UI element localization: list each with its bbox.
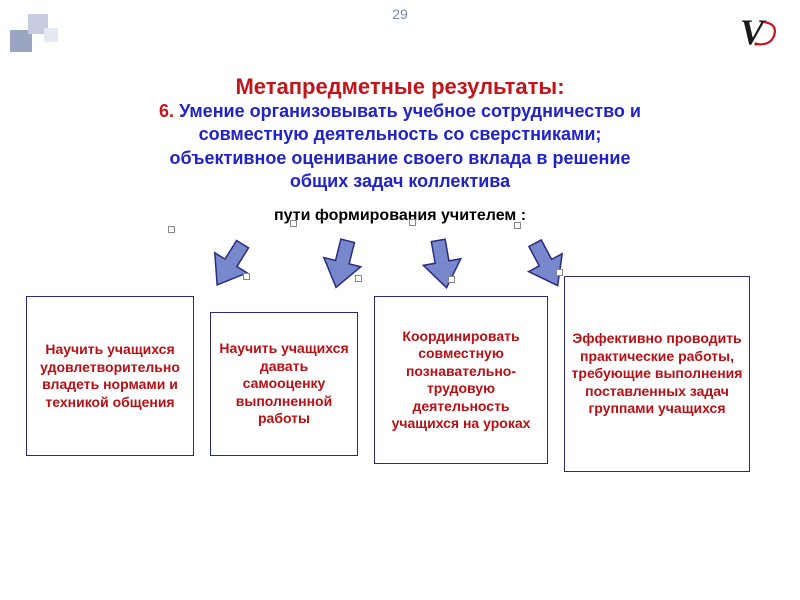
sub-line: совместную деятельность со сверстниками; <box>199 124 602 144</box>
sub-line: Умение организовывать учебное сотрудниче… <box>179 101 641 121</box>
logo: V <box>734 10 782 62</box>
concept-box: Координировать совместную познавательно-… <box>374 296 548 464</box>
title-subtitle: 6. Умение организовывать учебное сотрудн… <box>0 100 800 194</box>
concept-box: Научить учащихся давать самооценку выпол… <box>210 312 358 456</box>
selection-handle <box>168 226 175 233</box>
selection-handle <box>448 276 455 283</box>
selection-handle <box>409 219 416 226</box>
selection-handle <box>355 275 362 282</box>
svg-text:V: V <box>740 12 767 52</box>
sub-line: общих задач коллектива <box>290 171 510 191</box>
title-main: Метапредметные результаты: <box>0 74 800 100</box>
arrow-icon <box>193 230 263 304</box>
title-number: 6. <box>159 101 174 121</box>
sub-line: объективное оценивание своего вклада в р… <box>170 148 631 168</box>
title-block: Метапредметные результаты: 6. Умение орг… <box>0 74 800 194</box>
arrow-icon <box>312 233 371 301</box>
deco-square <box>44 28 58 42</box>
concept-box: Научить учащихся удовлетворительно владе… <box>26 296 194 456</box>
concept-box: Эффективно проводить практические работы… <box>564 276 750 472</box>
selection-handle <box>290 220 297 227</box>
page-number: 29 <box>0 6 800 22</box>
selection-handle <box>243 273 250 280</box>
selection-handle <box>514 222 521 229</box>
selection-handle <box>556 269 563 276</box>
arrow-icon <box>415 234 471 300</box>
slide: 29 V Метапредметные результаты: 6. Умени… <box>0 0 800 600</box>
path-label: пути формирования учителем : <box>0 207 800 225</box>
